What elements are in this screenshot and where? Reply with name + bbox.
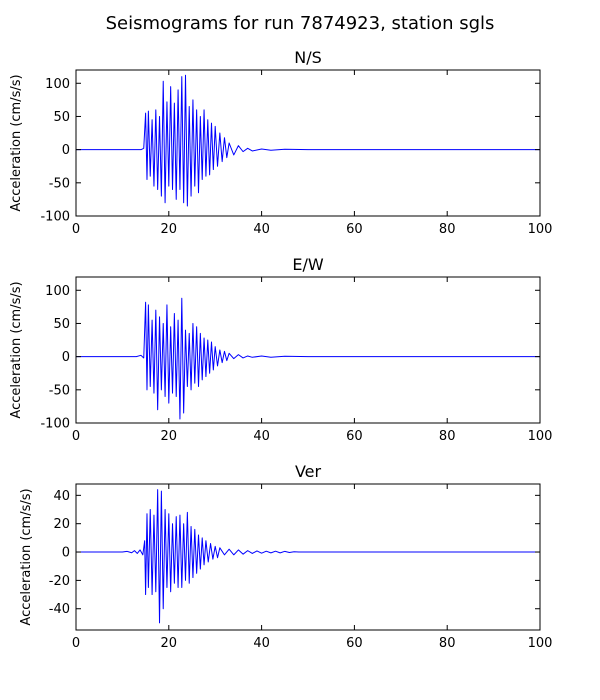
subplot-title: Ver bbox=[295, 462, 322, 481]
x-tick-label: 60 bbox=[346, 222, 363, 237]
x-tick-label: 100 bbox=[528, 636, 553, 651]
x-tick-label: 80 bbox=[439, 636, 456, 651]
y-tick-label: 0 bbox=[62, 546, 70, 561]
x-tick-label: 40 bbox=[253, 222, 270, 237]
y-tick-label: -100 bbox=[40, 210, 70, 225]
axes-frame bbox=[75, 276, 541, 424]
y-tick-label: 50 bbox=[53, 317, 70, 332]
y-tick-label: -40 bbox=[49, 602, 70, 617]
figure-title: Seismograms for run 7874923, station sgl… bbox=[106, 13, 495, 34]
x-tick-label: 0 bbox=[72, 636, 80, 651]
x-tick-label: 80 bbox=[439, 429, 456, 444]
x-tick-label: 80 bbox=[439, 222, 456, 237]
seismogram-trace bbox=[76, 489, 540, 624]
x-tick-label: 20 bbox=[161, 429, 178, 444]
y-tick-label: -50 bbox=[49, 176, 70, 191]
subplot-title: E/W bbox=[292, 255, 324, 274]
y-tick-label: -50 bbox=[49, 383, 70, 398]
y-tick-label: -100 bbox=[40, 417, 70, 432]
y-tick-label: 0 bbox=[62, 350, 70, 365]
seismogram-trace bbox=[76, 297, 540, 420]
seismogram-trace bbox=[76, 74, 540, 207]
subplot-n-s: N/S Acceleration (cm/s/s) 0 20 40 60 80 100 -100… bbox=[9, 48, 552, 237]
subplot-ver: Ver Acceleration (cm/s/s) 0 20 40 60 80 100 -40 -… bbox=[19, 462, 552, 651]
subplot-title: N/S bbox=[294, 48, 322, 67]
subplots: N/S Acceleration (cm/s/s) 0 20 40 60 80 100 -100… bbox=[9, 48, 552, 651]
y-tick-label: -20 bbox=[49, 574, 70, 589]
y-tick-label: 0 bbox=[62, 143, 70, 158]
x-tick-label: 40 bbox=[253, 429, 270, 444]
x-tick-label: 20 bbox=[161, 636, 178, 651]
x-tick-label: 20 bbox=[161, 222, 178, 237]
y-axis-label: Acceleration (cm/s/s) bbox=[9, 74, 24, 211]
subplot-e-w: E/W Acceleration (cm/s/s) 0 20 40 60 80 100 -100… bbox=[9, 255, 552, 444]
y-tick-label: 40 bbox=[53, 489, 70, 504]
y-tick-label: 100 bbox=[45, 77, 70, 92]
axes-frame bbox=[75, 483, 541, 631]
y-tick-label: 20 bbox=[53, 517, 70, 532]
y-axis-label: Acceleration (cm/s/s) bbox=[9, 281, 24, 418]
x-tick-label: 100 bbox=[528, 222, 553, 237]
x-tick-label: 0 bbox=[72, 222, 80, 237]
y-tick-label: 100 bbox=[45, 284, 70, 299]
x-tick-label: 0 bbox=[72, 429, 80, 444]
x-tick-label: 60 bbox=[346, 429, 363, 444]
y-tick-label: 50 bbox=[53, 110, 70, 125]
axes-frame bbox=[75, 69, 541, 217]
x-tick-label: 40 bbox=[253, 636, 270, 651]
x-tick-label: 100 bbox=[528, 429, 553, 444]
x-tick-label: 60 bbox=[346, 636, 363, 651]
y-axis-label: Acceleration (cm/s/s) bbox=[19, 488, 34, 625]
